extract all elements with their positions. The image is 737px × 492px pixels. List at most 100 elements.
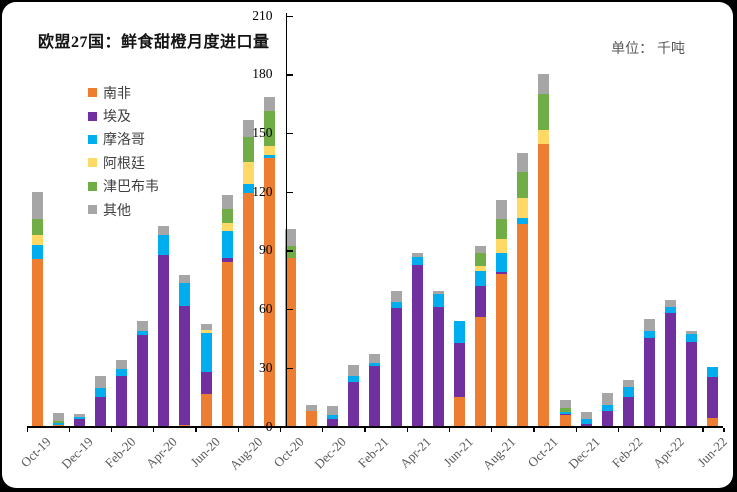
bar-Jun-21-morocco <box>453 321 465 343</box>
bar-Jul-21-south-africa <box>475 317 487 427</box>
y-axis-tick <box>286 250 293 252</box>
bar-Jul-20-south-africa <box>221 261 233 427</box>
bar-Jul-20-other <box>221 195 233 209</box>
bar-Aug-20-morocco <box>242 184 254 194</box>
bar-Jun-20-argentina <box>200 330 212 334</box>
bar-Jul-21-morocco <box>475 271 487 287</box>
bar-Dec-20-egypt <box>327 419 339 427</box>
x-axis-label: Feb-22 <box>608 434 646 471</box>
bar-Jul-21-argentina <box>475 265 487 272</box>
y-axis-tick <box>286 15 293 17</box>
bar-Feb-22-egypt <box>622 396 634 427</box>
bar-Nov-21-egypt <box>559 414 571 416</box>
bar-Oct-19-zimbabwe <box>31 218 43 236</box>
bar-Sep-20-zimbabwe <box>263 111 275 147</box>
x-axis-tick <box>110 427 113 433</box>
bar-Nov-21-south-africa <box>559 415 571 427</box>
bar-Nov-19-zimbabwe <box>52 421 64 424</box>
bar-Sep-20-south-africa <box>263 158 275 427</box>
bar-Aug-20-zimbabwe <box>242 136 254 162</box>
x-axis-label: Apr-20 <box>143 434 181 471</box>
bar-Jun-22-morocco <box>707 367 719 378</box>
x-axis-tick <box>364 427 366 433</box>
bar-Mar-21-egypt <box>390 307 402 427</box>
legend-swatch-zimbabwe <box>88 181 97 191</box>
bar-Aug-21-morocco <box>496 252 508 273</box>
bar-Feb-22-morocco <box>622 386 634 397</box>
x-axis-label: Jun-20 <box>187 434 223 470</box>
x-axis-label: Aug-21 <box>479 434 519 473</box>
bar-Apr-22-other <box>665 299 677 307</box>
y-axis-label: 150 <box>252 125 273 141</box>
bar-Sep-21-south-africa <box>517 223 529 427</box>
bar-Apr-21-other <box>411 252 423 257</box>
bar-Apr-20-other <box>158 225 170 236</box>
y-axis-tick <box>286 74 293 76</box>
bar-Jan-20-morocco <box>94 387 106 397</box>
x-axis-tick <box>406 427 408 433</box>
bar-Dec-21-morocco <box>580 419 592 425</box>
bar-Mar-20-other <box>137 321 149 332</box>
x-axis-label: Dec-21 <box>565 434 603 472</box>
legend-swatch-egypt <box>88 111 97 121</box>
bar-Jan-21-morocco <box>348 376 360 382</box>
bar-Oct-19-south-africa <box>31 258 43 427</box>
legend-swatch-south-africa <box>88 88 97 98</box>
x-axis-label: Jun-22 <box>693 434 730 470</box>
bar-Jul-21-egypt <box>475 286 487 318</box>
y-axis-tick <box>286 367 293 369</box>
legend-swatch-other <box>88 205 97 215</box>
bar-Oct-21-argentina <box>538 129 550 145</box>
y-axis-line <box>285 13 287 428</box>
bar-Aug-21-zimbabwe <box>496 218 508 240</box>
legend-label-south-africa: 南非 <box>103 84 131 101</box>
bar-Feb-21-other <box>369 353 381 364</box>
legend-item-egypt: 埃及 <box>88 104 159 127</box>
legend-item-other: 其他 <box>88 198 159 221</box>
bar-Dec-21-other <box>580 411 592 420</box>
legend-swatch-morocco <box>88 134 97 144</box>
bar-May-22-other <box>686 331 698 335</box>
bar-Nov-21-morocco <box>559 412 571 415</box>
bar-May-20-morocco <box>179 283 191 306</box>
bar-Dec-21-egypt <box>580 424 592 427</box>
bar-Oct-20-zimbabwe <box>285 246 296 258</box>
x-axis-tick <box>153 427 155 433</box>
y-axis-label: 30 <box>259 359 273 375</box>
bar-Oct-19-morocco <box>31 245 43 259</box>
bar-Nov-21-other <box>559 399 571 409</box>
bar-Jul-20-argentina <box>221 222 233 232</box>
x-axis-tick <box>195 427 197 433</box>
bar-Oct-19-argentina <box>31 235 43 246</box>
legend-label-other: 其他 <box>103 201 131 218</box>
bar-Sep-20-argentina <box>263 146 275 156</box>
x-axis-label: Apr-21 <box>396 434 434 471</box>
bar-Jun-20-morocco <box>200 333 212 373</box>
x-axis-tick <box>237 427 239 433</box>
x-axis-line <box>26 426 724 428</box>
bar-Oct-21-south-africa <box>538 144 550 427</box>
bar-Jul-21-other <box>475 246 487 253</box>
bar-Oct-20-south-africa <box>285 257 296 427</box>
bar-Jan-20-other <box>94 376 106 388</box>
bar-Nov-20-south-africa <box>306 411 318 427</box>
y-axis-tick <box>286 132 293 135</box>
bar-Apr-20-morocco <box>158 235 170 255</box>
bar-Jun-20-other <box>200 324 212 331</box>
bar-Aug-21-other <box>496 200 508 219</box>
bar-Aug-21-argentina <box>496 239 508 253</box>
x-axis-tick <box>68 427 70 433</box>
bar-Sep-21-argentina <box>517 198 529 218</box>
bar-Mar-22-other <box>644 319 656 332</box>
bar-Feb-20-morocco <box>116 369 128 377</box>
bar-Dec-19-other <box>73 414 85 418</box>
legend-item-zimbabwe: 津巴布韦 <box>88 175 159 198</box>
legend-item-south-africa: 南非 <box>88 81 159 104</box>
bar-Sep-21-morocco <box>517 217 529 224</box>
bar-Jan-22-morocco <box>601 404 613 412</box>
x-axis-tick <box>660 427 662 433</box>
x-axis-tick <box>279 427 282 433</box>
legend-label-egypt: 埃及 <box>103 108 131 125</box>
bar-Jul-20-morocco <box>221 231 233 258</box>
